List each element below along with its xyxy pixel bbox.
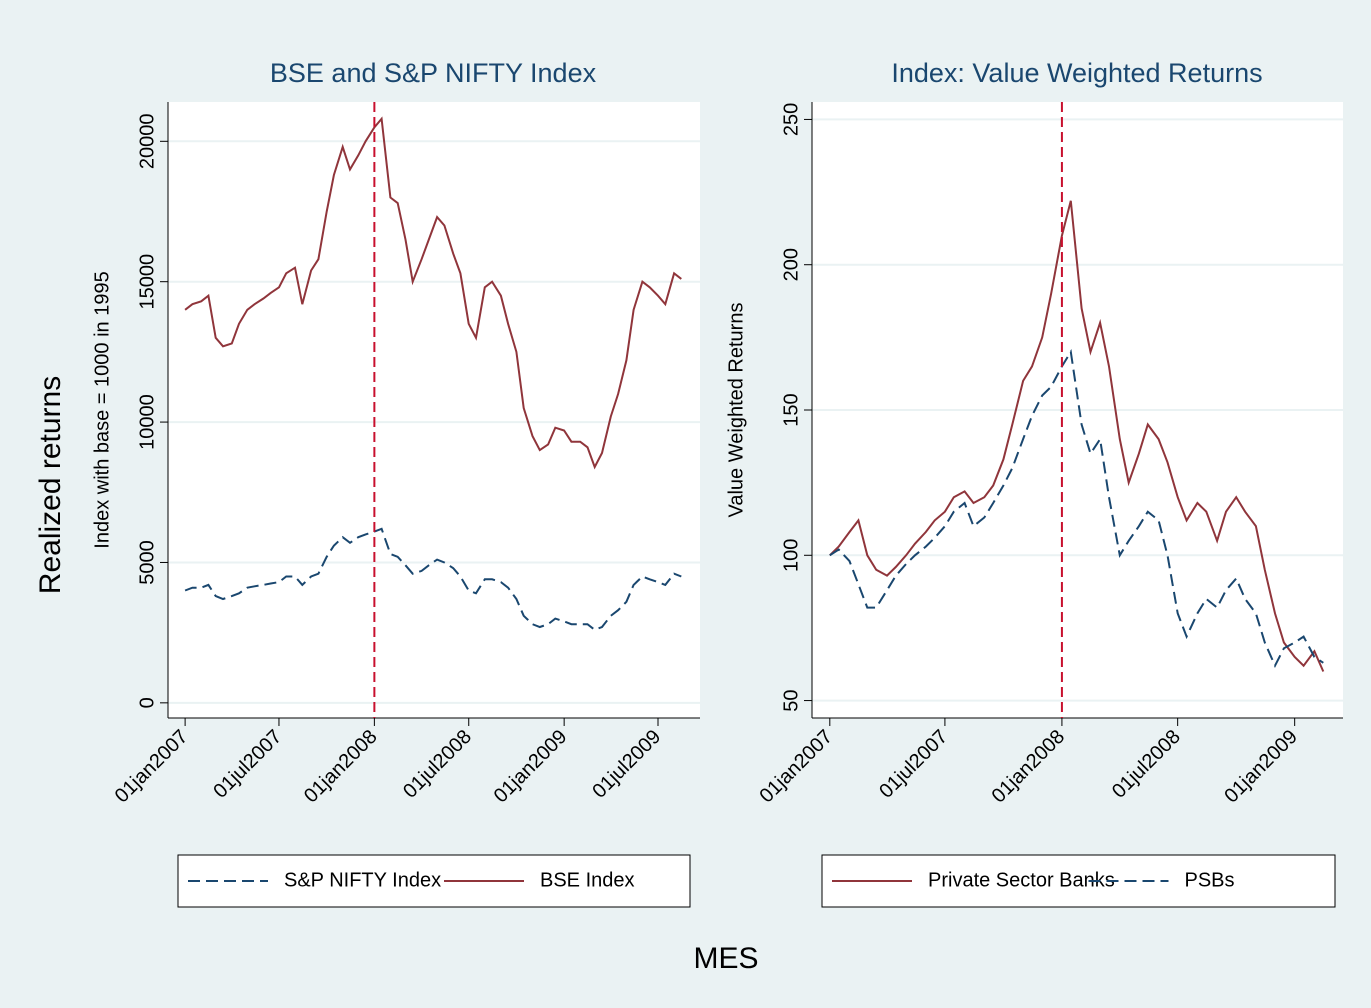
y-tick-label: 5000 bbox=[136, 540, 158, 585]
plot-area bbox=[168, 102, 700, 718]
y-axis-title: Index with base = 1000 in 1995 bbox=[91, 271, 113, 548]
legend-label: Private Sector Banks bbox=[928, 869, 1115, 891]
y-tick-label: 250 bbox=[780, 103, 802, 136]
combined-x-title: MES bbox=[693, 942, 758, 975]
y-tick-label: 10000 bbox=[136, 394, 158, 450]
y-tick-label: 20000 bbox=[136, 113, 158, 169]
y-tick-label: 150 bbox=[780, 393, 802, 426]
y-tick-label: 50 bbox=[780, 689, 802, 711]
series-line bbox=[184, 116, 682, 470]
series-line bbox=[184, 527, 682, 631]
y-tick-label: 200 bbox=[780, 248, 802, 281]
series-line bbox=[829, 349, 1324, 669]
legend-box bbox=[177, 854, 691, 908]
y-tick-label: 100 bbox=[780, 539, 802, 572]
legend-label: BSE Index bbox=[540, 869, 635, 891]
y-axis-title: Value Weighted Returns bbox=[725, 303, 747, 518]
series-line bbox=[829, 200, 1325, 672]
y-tick-label: 15000 bbox=[136, 254, 158, 310]
chart-title: BSE and S&P NIFTY Index bbox=[270, 58, 597, 88]
legend-label: PSBs bbox=[1185, 869, 1235, 891]
chart-title: Index: Value Weighted Returns bbox=[891, 58, 1262, 88]
combined-y-title: Realized returns bbox=[34, 376, 67, 594]
y-tick-label: 0 bbox=[136, 697, 158, 708]
legend-label: S&P NIFTY Index bbox=[284, 869, 441, 891]
